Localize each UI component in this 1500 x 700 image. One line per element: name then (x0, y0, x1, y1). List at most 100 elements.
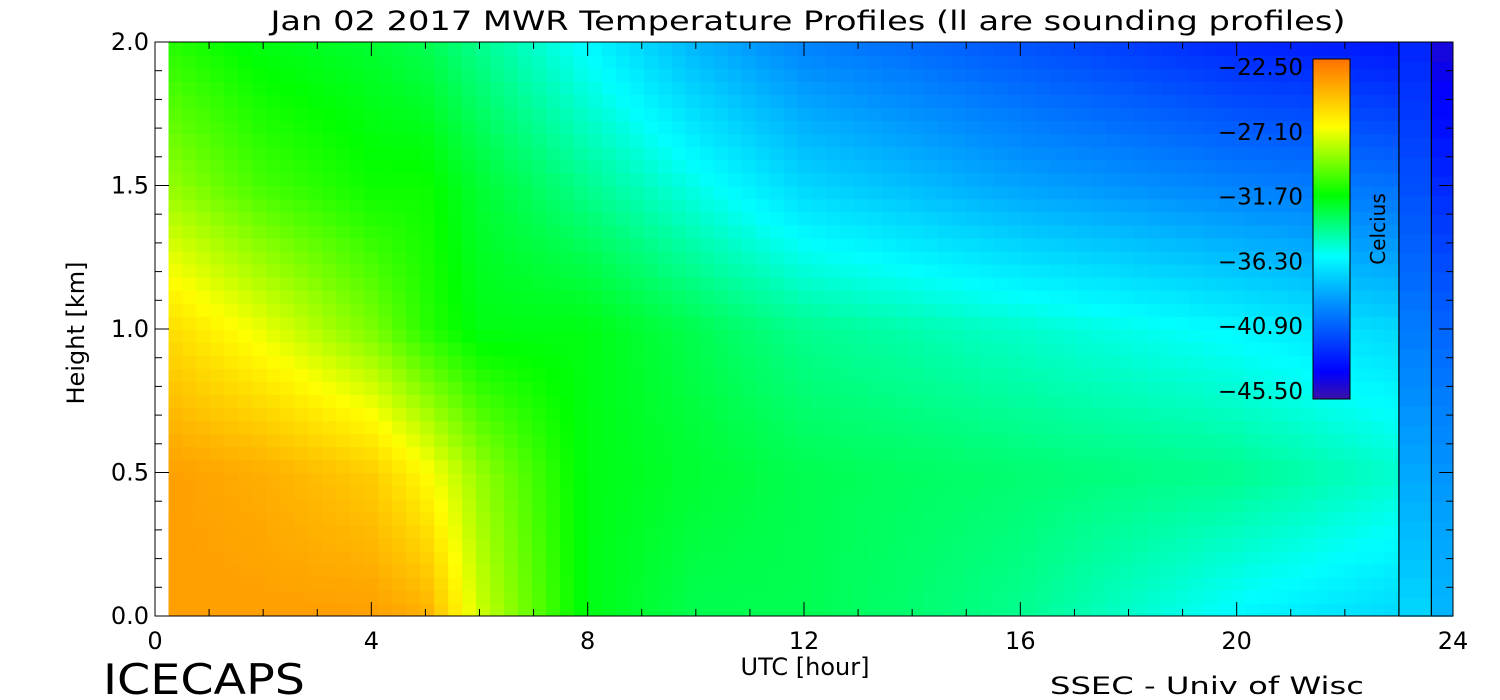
heatmap-cell (168, 120, 184, 135)
heatmap-cell (1161, 315, 1177, 330)
heatmap-cell (741, 211, 757, 226)
heatmap-cell (168, 211, 184, 226)
heatmap-cell (951, 563, 967, 578)
heatmap-cell (518, 250, 533, 265)
heatmap-cell (322, 224, 338, 239)
heatmap-cell (406, 329, 421, 343)
heatmap-cell (1063, 68, 1079, 82)
heatmap-cell (1063, 159, 1079, 174)
heatmap-cell (224, 289, 240, 304)
heatmap-cell (629, 263, 645, 278)
sounding-cell (1431, 42, 1453, 62)
heatmap-cell (825, 198, 841, 213)
heatmap-cell (825, 433, 841, 448)
heatmap-cell (448, 511, 463, 526)
heatmap-cell (909, 68, 925, 82)
heatmap-cell (294, 537, 310, 552)
heatmap-cell (965, 498, 981, 513)
heatmap-cell (615, 498, 631, 513)
heatmap-cell (1063, 263, 1079, 278)
heatmap-cell (1315, 524, 1330, 539)
heatmap-cell (308, 302, 324, 317)
heatmap-cell (1203, 68, 1218, 82)
heatmap-cell (965, 55, 981, 69)
heatmap-cell (448, 289, 463, 304)
heatmap-cell (685, 224, 701, 239)
heatmap-cell (532, 159, 547, 174)
heatmap-cell (741, 107, 757, 122)
heatmap-cell (825, 329, 841, 343)
heatmap-cell (1259, 81, 1274, 95)
heatmap-cell (560, 485, 575, 500)
heatmap-cell (587, 198, 603, 213)
heatmap-cell (224, 172, 240, 187)
heatmap-cell (1133, 94, 1149, 109)
heatmap-cell (462, 329, 477, 343)
heatmap-cell (518, 198, 533, 213)
heatmap-cell (224, 602, 240, 616)
heatmap-cell (979, 498, 995, 513)
heatmap-cell (1259, 342, 1274, 356)
heatmap-cell (923, 315, 939, 330)
heatmap-cell (671, 407, 687, 422)
heatmap-cell (657, 289, 673, 304)
heatmap-cell (294, 172, 310, 187)
heatmap-cell (1021, 537, 1037, 552)
heatmap-cell (657, 224, 673, 239)
heatmap-cell (364, 563, 380, 578)
heatmap-cell (685, 602, 701, 616)
heatmap-cell (1231, 55, 1246, 69)
heatmap-cell (350, 485, 366, 500)
heatmap-cell (308, 576, 324, 591)
heatmap-cell (1021, 368, 1037, 382)
heatmap-cell (587, 42, 603, 56)
heatmap-cell (420, 524, 435, 539)
heatmap-cell (923, 342, 939, 356)
heatmap-cell (601, 589, 617, 604)
heatmap-cell (1077, 602, 1093, 616)
heatmap-cell (811, 133, 827, 148)
heatmap-cell (420, 602, 435, 616)
heatmap-cell (1273, 355, 1288, 369)
heatmap-cell (1021, 250, 1037, 265)
heatmap-cell (1063, 355, 1079, 369)
heatmap-cell (951, 550, 967, 565)
heatmap-cell (1287, 602, 1302, 616)
heatmap-cell (1021, 302, 1037, 317)
heatmap-cell (951, 433, 967, 448)
heatmap-cell (951, 250, 967, 265)
heatmap-cell (532, 211, 547, 226)
heatmap-cell (224, 94, 240, 109)
heatmap-cell (1007, 589, 1023, 604)
heatmap-cell (895, 459, 911, 474)
heatmap-cell (965, 185, 981, 200)
heatmap-cell (1161, 159, 1177, 174)
heatmap-cell (1105, 107, 1121, 122)
heatmap-cell (224, 133, 240, 148)
heatmap-cell (755, 224, 771, 239)
heatmap-cell (546, 498, 561, 513)
heatmap-cell (1356, 55, 1372, 69)
heatmap-cell (1119, 133, 1135, 148)
heatmap-cell (1259, 537, 1274, 552)
heatmap-cell (1021, 263, 1037, 278)
heatmap-cell (224, 355, 240, 369)
heatmap-cell (1021, 498, 1037, 513)
heatmap-cell (755, 420, 771, 435)
heatmap-cell (266, 433, 282, 448)
heatmap-cell (322, 355, 338, 369)
heatmap-cell (1287, 68, 1302, 82)
heatmap-cell (1175, 537, 1190, 552)
heatmap-cell (853, 368, 869, 382)
heatmap-cell (1119, 302, 1135, 317)
heatmap-cell (713, 198, 729, 213)
heatmap-cell (713, 120, 729, 135)
heatmap-cell (252, 342, 268, 356)
heatmap-cell (797, 550, 813, 565)
heatmap-cell (657, 420, 673, 435)
heatmap-cell (196, 81, 212, 95)
heatmap-cell (685, 120, 701, 135)
heatmap-cell (1287, 198, 1302, 213)
heatmap-cell (937, 563, 953, 578)
heatmap-cell (1370, 276, 1386, 291)
